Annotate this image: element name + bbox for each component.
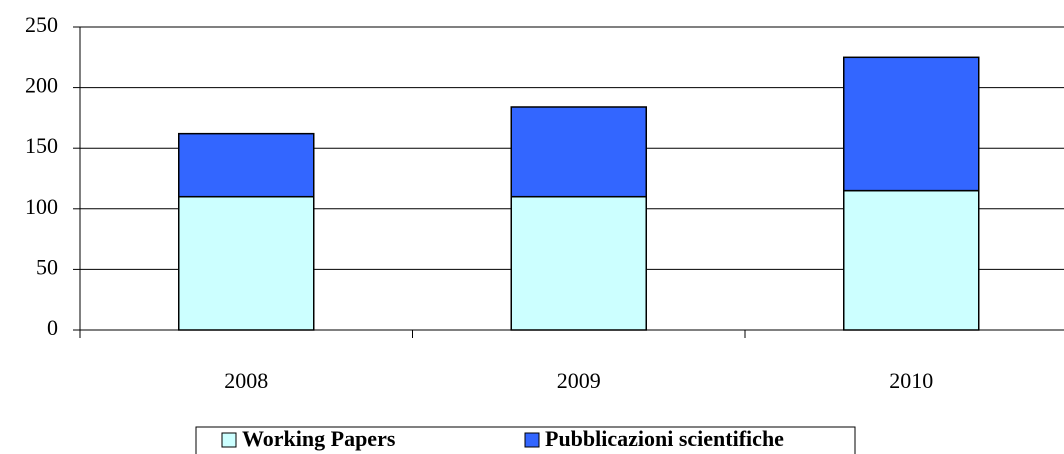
bar-segment [510,195,647,331]
legend: Working Papers Pubblicazioni scientifiche [195,426,856,454]
y-tick-label: 0 [47,315,58,340]
x-tick-label: 2009 [557,368,601,393]
y-tick-label: 50 [36,254,58,279]
bar-segment [178,132,315,198]
bar-segment [510,106,647,198]
legend-swatch [221,432,237,448]
y-tick-label: 200 [25,73,58,98]
y-tick-label: 150 [25,133,58,158]
legend-label: Pubblicazioni scientifiche [545,426,784,451]
y-tick-label: 100 [25,194,58,219]
bar-segment [843,189,980,331]
x-tick-label: 2008 [224,368,268,393]
legend-swatch [524,432,540,448]
bar-segment [843,56,980,192]
bar-segment [178,195,315,331]
y-tick-label: 250 [25,12,58,37]
x-tick-label: 2010 [889,368,933,393]
legend-label: Working Papers [242,426,396,451]
